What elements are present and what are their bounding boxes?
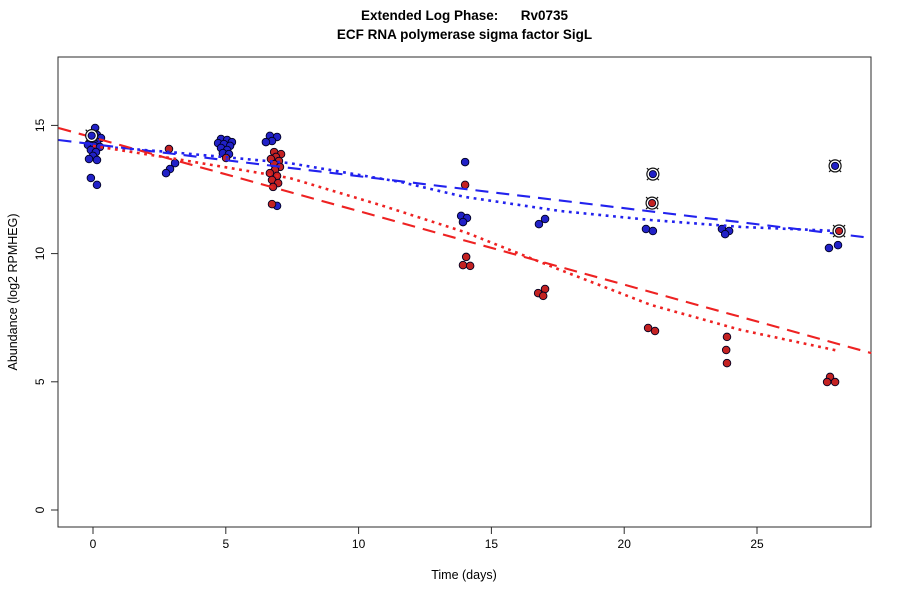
- data-point-condition-red: [830, 377, 840, 387]
- data-point-condition-blue: [833, 240, 843, 250]
- data-point-condition-blue: [92, 155, 102, 165]
- data-point-condition-blue: [458, 217, 468, 227]
- y-axis-label: Abundance (log2 RPMHEG): [6, 213, 20, 370]
- chart-title: Extended Log Phase: Rv0735: [360, 8, 569, 23]
- data-point-condition-blue: [84, 154, 94, 164]
- x-axis-label: Time (days): [431, 568, 497, 582]
- data-point-condition-blue: [92, 180, 102, 190]
- x-tick-label: 20: [618, 537, 632, 551]
- data-point-condition-blue: [534, 219, 544, 229]
- x-tick-label: 10: [352, 537, 366, 551]
- trend-line-red-linear-fit: [58, 126, 872, 355]
- data-point-condition-red: [461, 252, 471, 262]
- chart-subtitle: ECF RNA polymerase sigma factor SigL: [336, 27, 593, 42]
- data-point-condition-red: [465, 261, 475, 271]
- data-point-condition-red: [721, 345, 731, 355]
- trend-line-blue-linear-fit: [58, 138, 872, 240]
- y-tick-label: 15: [33, 118, 47, 132]
- flagged-point-flagged-blue: [831, 161, 840, 170]
- data-point-condition-red: [458, 260, 468, 270]
- y-tick-label: 0: [33, 506, 47, 513]
- data-point-condition-red: [822, 377, 832, 387]
- trend-line-blue-smooth-fit: [92, 144, 840, 233]
- flagged-point-flagged-red: [648, 199, 657, 208]
- trend-line-red-smooth-fit: [92, 144, 840, 353]
- data-point-condition-red: [722, 332, 732, 342]
- data-point-condition-red: [650, 326, 660, 336]
- data-point-condition-red: [460, 180, 470, 190]
- data-point-condition-red: [267, 199, 277, 209]
- data-point-condition-blue: [261, 137, 271, 147]
- y-tick-label: 5: [33, 378, 47, 385]
- plot-box: [57, 56, 872, 528]
- data-point-condition-red: [538, 291, 548, 301]
- data-point-condition-red: [643, 323, 653, 333]
- data-point-condition-blue: [720, 229, 730, 239]
- plot-content: 0 5 10 15 20 25 0 5 10 15: [33, 56, 872, 551]
- x-tick-label: 5: [222, 537, 229, 551]
- data-point-condition-blue: [824, 243, 834, 253]
- flagged-point-flagged-blue: [87, 131, 96, 140]
- x-tick-label: 15: [485, 537, 499, 551]
- y-tick-label: 10: [33, 247, 47, 261]
- flagged-point-flagged-red: [835, 226, 844, 236]
- data-point-condition-blue: [641, 224, 651, 234]
- data-point-condition-red: [722, 358, 732, 368]
- data-point-condition-blue: [161, 168, 171, 178]
- data-point-condition-blue: [460, 157, 470, 167]
- x-tick-label: 25: [750, 537, 764, 551]
- data-point-condition-red: [540, 284, 550, 294]
- x-tick-label: 0: [90, 537, 97, 551]
- data-point-condition-blue: [540, 214, 550, 224]
- flagged-point-flagged-blue: [648, 170, 657, 179]
- data-point-condition-blue: [648, 226, 658, 236]
- data-point-condition-blue: [86, 173, 96, 183]
